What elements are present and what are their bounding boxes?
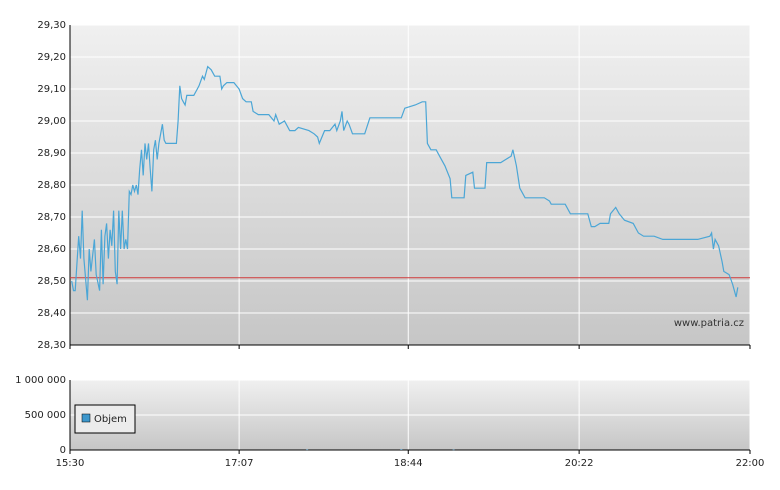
- x-tick-label: 15:30: [56, 458, 85, 469]
- y-tick-label: 28,70: [37, 212, 66, 223]
- watermark: www.patria.cz: [674, 318, 744, 329]
- y-tick-label: 28,60: [37, 244, 66, 255]
- y-tick-label: 500 000: [25, 410, 66, 421]
- y-tick-label: 28,90: [37, 148, 66, 159]
- y-tick-label: 28,30: [37, 340, 66, 351]
- volume-bar: [400, 449, 403, 450]
- y-tick-label: 29,00: [37, 116, 66, 127]
- y-tick-label: 28,80: [37, 180, 66, 191]
- volume-bar: [306, 449, 309, 451]
- x-tick-label: 18:44: [394, 458, 423, 469]
- y-tick-label: 29,10: [37, 84, 66, 95]
- y-tick-label: 29,20: [37, 52, 66, 63]
- y-tick-label: 28,50: [37, 276, 66, 287]
- x-tick-label: 20:22: [565, 458, 594, 469]
- volume-bar: [452, 449, 455, 451]
- y-tick-label: 28,40: [37, 308, 66, 319]
- legend-label: Objem: [94, 414, 127, 425]
- y-tick-label: 29,30: [37, 20, 66, 31]
- price-line: [71, 65, 739, 301]
- y-tick-label: 0: [60, 445, 66, 456]
- x-tick-label: 17:07: [225, 458, 254, 469]
- y-tick-label: 1 000 000: [15, 375, 66, 386]
- x-tick-label: 22:00: [736, 458, 765, 469]
- legend-swatch: [81, 413, 91, 423]
